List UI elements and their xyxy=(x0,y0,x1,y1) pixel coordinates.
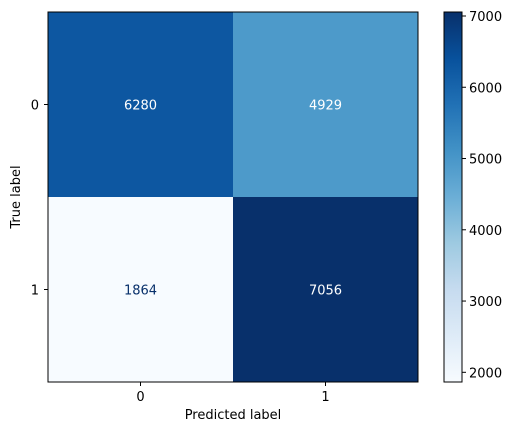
heatmap-cell-1-1 xyxy=(233,197,418,382)
colorbar-tick-label-0: 2000 xyxy=(469,366,502,381)
heatmap-cell-0-1 xyxy=(233,12,418,197)
x-tick-label-0: 0 xyxy=(136,390,144,405)
heatmap-cell-1-0 xyxy=(48,197,233,382)
colorbar-ticks: 2000 3000 4000 5000 6000 7000 xyxy=(462,10,502,381)
plot-frame xyxy=(47,11,419,383)
colorbar-tick-label-4: 6000 xyxy=(469,81,502,96)
heatmap-cells: 6280 4929 1864 7056 xyxy=(48,12,418,382)
colorbar-tick-label-2: 4000 xyxy=(469,224,502,239)
colorbar xyxy=(443,11,463,383)
cell-value-label-1-1: 7056 xyxy=(309,284,342,299)
colorbar-tick-label-3: 5000 xyxy=(469,153,502,168)
y-axis-label: True label xyxy=(9,165,24,229)
y-tick-label-1: 1 xyxy=(31,284,39,299)
x-tick-label-1: 1 xyxy=(321,390,329,405)
colorbar-tick-label-5: 7000 xyxy=(469,10,502,25)
heatmap-cell-0-0 xyxy=(48,12,233,197)
axis-ticks: 0 1 0 1 xyxy=(31,99,330,406)
cell-value-label-1-0: 1864 xyxy=(124,284,157,299)
colorbar-tick-label-1: 3000 xyxy=(469,295,502,310)
cell-value-label-0-1: 4929 xyxy=(309,99,342,114)
cell-value-label-0-0: 6280 xyxy=(124,99,157,114)
x-axis-label: Predicted label xyxy=(185,408,282,423)
y-tick-label-0: 0 xyxy=(31,99,39,114)
